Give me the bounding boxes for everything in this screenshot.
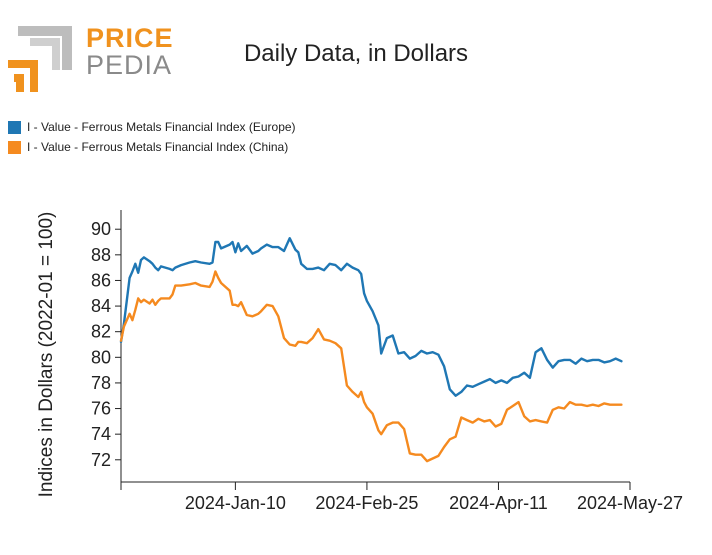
legend-swatch-china <box>8 140 21 154</box>
pricepedia-logo: PRICE PEDIA <box>8 24 173 96</box>
legend-label-europe: I - Value - Ferrous Metals Financial Ind… <box>27 120 296 134</box>
logo-pedia-text: PEDIA <box>86 50 173 80</box>
chart-title: Daily Data, in Dollars <box>0 40 712 68</box>
y-tick-label: 74 <box>91 424 111 444</box>
legend-label-china: I - Value - Ferrous Metals Financial Ind… <box>27 140 289 154</box>
y-tick-label: 80 <box>91 347 111 367</box>
series-line-china <box>119 270 623 463</box>
y-tick-label: 76 <box>91 399 111 419</box>
legend-swatch-europe <box>8 120 21 134</box>
y-tick-label: 86 <box>91 270 111 290</box>
chart-series <box>119 236 623 463</box>
y-tick-label: 88 <box>91 245 111 265</box>
legend-item-europe[interactable]: I - Value - Ferrous Metals Financial Ind… <box>8 119 296 135</box>
y-tick-label: 90 <box>91 219 111 239</box>
y-tick-label: 82 <box>91 322 111 342</box>
chart-axes: 72 74 76 78 80 82 84 86 88 90 2024-Jan-10 2024-Feb-… <box>36 210 683 513</box>
y-tick-label: 78 <box>91 373 111 393</box>
legend-item-china[interactable]: I - Value - Ferrous Metals Financial Ind… <box>8 139 288 155</box>
x-tick-label: 2024-Apr-11 <box>449 493 548 513</box>
series-line-europe <box>119 236 623 397</box>
pricepedia-logo-mark <box>8 26 72 92</box>
x-tick-label: 2024-Feb-25 <box>315 493 418 513</box>
logo-price-text: PRICE <box>86 23 174 53</box>
y-tick-label: 72 <box>91 450 111 470</box>
y-tick-label: 84 <box>91 296 111 316</box>
x-tick-label: 2024-May-27 <box>577 493 683 513</box>
y-axis-title: Indices in Dollars (2022-01 = 100) <box>36 212 57 498</box>
x-tick-label: 2024-Jan-10 <box>185 493 286 513</box>
chart-title-text: Daily Data, in Dollars <box>243 40 469 67</box>
